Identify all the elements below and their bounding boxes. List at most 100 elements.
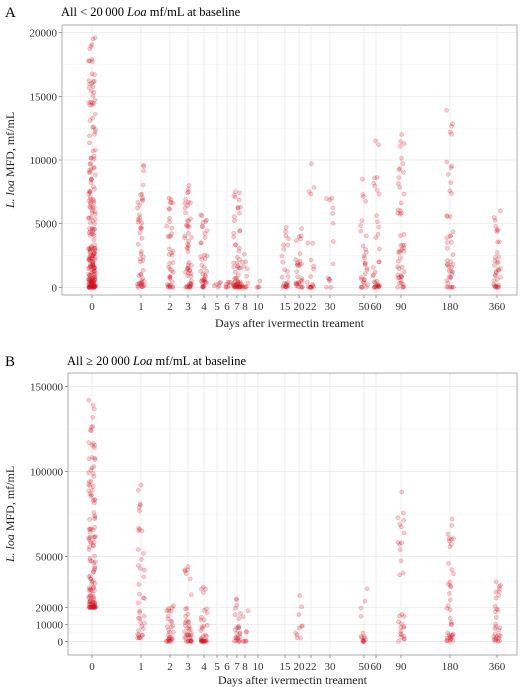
data-point xyxy=(135,216,141,222)
data-point xyxy=(89,581,95,587)
data-point xyxy=(88,282,94,288)
data-point xyxy=(232,194,238,200)
data-point xyxy=(241,639,246,644)
data-point xyxy=(281,281,287,286)
data-point xyxy=(286,236,291,241)
data-point xyxy=(444,638,450,644)
x-tick-label: 5 xyxy=(214,661,220,673)
data-point xyxy=(168,618,174,624)
data-point xyxy=(242,251,247,257)
data-point xyxy=(141,613,147,619)
data-point xyxy=(450,229,456,235)
data-point xyxy=(283,233,289,239)
data-point xyxy=(139,278,145,283)
data-point xyxy=(244,284,249,289)
data-point xyxy=(285,269,290,274)
data-point xyxy=(237,265,242,271)
data-point xyxy=(204,217,209,223)
data-point xyxy=(90,36,96,42)
data-point xyxy=(396,181,401,186)
data-point xyxy=(254,284,260,290)
data-point xyxy=(295,261,300,267)
data-point xyxy=(401,284,407,289)
data-point xyxy=(202,256,208,261)
data-point xyxy=(237,266,243,271)
data-point xyxy=(493,579,499,585)
data-point xyxy=(185,284,191,289)
data-point xyxy=(87,285,93,290)
data-point xyxy=(87,81,92,87)
data-point xyxy=(86,285,92,290)
data-point xyxy=(135,205,140,211)
data-point xyxy=(169,250,174,256)
x-tick-label: 0 xyxy=(89,661,95,673)
data-point xyxy=(199,615,204,620)
data-point xyxy=(444,235,450,241)
data-point xyxy=(398,200,404,206)
data-point xyxy=(86,230,92,236)
data-point xyxy=(140,258,146,263)
x-tick-label: 15 xyxy=(280,301,292,313)
data-point xyxy=(93,248,98,254)
data-point xyxy=(167,246,172,252)
data-point xyxy=(139,281,145,287)
x-tick-label: 180 xyxy=(442,661,459,673)
data-point xyxy=(185,265,191,271)
data-point xyxy=(362,260,368,266)
data-point xyxy=(199,257,205,262)
data-point xyxy=(184,284,190,290)
data-point xyxy=(370,273,375,279)
data-point xyxy=(398,631,404,637)
data-point xyxy=(141,551,146,556)
data-point xyxy=(397,522,403,527)
data-point xyxy=(90,597,96,602)
data-point xyxy=(232,276,238,282)
data-point xyxy=(86,397,91,403)
data-point xyxy=(185,249,191,254)
data-point xyxy=(166,638,172,643)
data-point xyxy=(237,284,243,290)
data-point xyxy=(494,284,500,290)
data-point xyxy=(86,215,91,221)
data-point xyxy=(88,479,94,484)
data-point xyxy=(236,285,241,290)
data-point xyxy=(237,257,242,262)
data-point xyxy=(86,535,92,541)
data-point xyxy=(93,271,98,277)
data-point xyxy=(92,600,98,605)
data-point xyxy=(237,634,243,640)
data-point xyxy=(170,637,175,642)
data-point xyxy=(397,280,402,286)
data-point xyxy=(90,262,95,268)
data-point xyxy=(187,285,192,290)
x-tick-label: 15 xyxy=(280,661,292,673)
data-point xyxy=(493,637,499,642)
data-point xyxy=(294,281,300,287)
data-point xyxy=(186,200,191,205)
data-point xyxy=(88,43,94,49)
data-point xyxy=(311,185,317,190)
data-point xyxy=(166,627,171,633)
data-point xyxy=(86,284,92,290)
data-point xyxy=(137,230,143,235)
data-point xyxy=(92,274,98,279)
data-point xyxy=(364,265,370,271)
data-point xyxy=(141,282,147,288)
data-point xyxy=(90,261,95,267)
data-point xyxy=(448,234,453,239)
data-point xyxy=(166,638,172,644)
data-point xyxy=(449,523,455,528)
data-point xyxy=(135,283,141,289)
data-point xyxy=(139,220,145,226)
data-point xyxy=(232,189,238,195)
data-point xyxy=(495,228,501,233)
data-point xyxy=(496,260,501,265)
data-point xyxy=(371,272,376,278)
data-point xyxy=(164,608,170,613)
x-tick-label: 50 xyxy=(359,301,371,313)
data-point xyxy=(401,242,407,248)
data-point xyxy=(444,284,449,290)
data-point xyxy=(167,206,172,211)
data-point xyxy=(198,628,204,633)
data-point xyxy=(309,161,314,167)
